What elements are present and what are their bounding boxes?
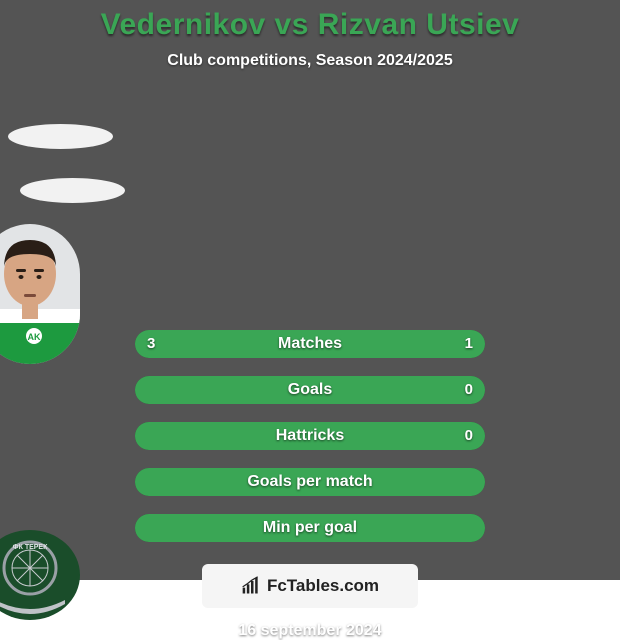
right-player-photo: AK [0,224,80,364]
stat-bar: Hattricks0 [135,422,485,450]
stat-bar-label: Goals per match [135,468,485,496]
branding-badge: FcTables.com [202,564,418,608]
stat-bar-value-right: 0 [465,376,473,404]
stat-bar-label: Hattricks [135,422,485,450]
stat-bar: Goals per match [135,468,485,496]
page-subtitle: Club competitions, Season 2024/2025 [0,52,620,70]
page-title: Vedernikov vs Rizvan Utsiev [0,8,620,42]
branding-text: FcTables.com [267,576,379,596]
stat-bar-value-left: 3 [147,330,155,358]
chart-icon [241,576,261,596]
svg-text:AK: AK [28,332,41,342]
stat-bar: Min per goal [135,514,485,542]
right-club-logo: ФК ТЕРЕК [0,530,80,620]
comparison-card: Vedernikov vs Rizvan Utsiev Club competi… [0,0,620,580]
left-player-placeholder [8,124,113,149]
left-club-placeholder [20,178,125,203]
stat-bar-value-right: 1 [465,330,473,358]
stat-bar-label: Matches [135,330,485,358]
stat-bar: Matches3 1 [135,330,485,358]
stat-bar-label: Goals [135,376,485,404]
stats-bars-container: Matches31Goals0Hattricks0Goals per match… [135,330,485,542]
stat-bar-value-right: 0 [465,422,473,450]
date-text: 16 september 2024 [0,622,620,640]
stat-bar: Goals0 [135,376,485,404]
stat-bar-label: Min per goal [135,514,485,542]
